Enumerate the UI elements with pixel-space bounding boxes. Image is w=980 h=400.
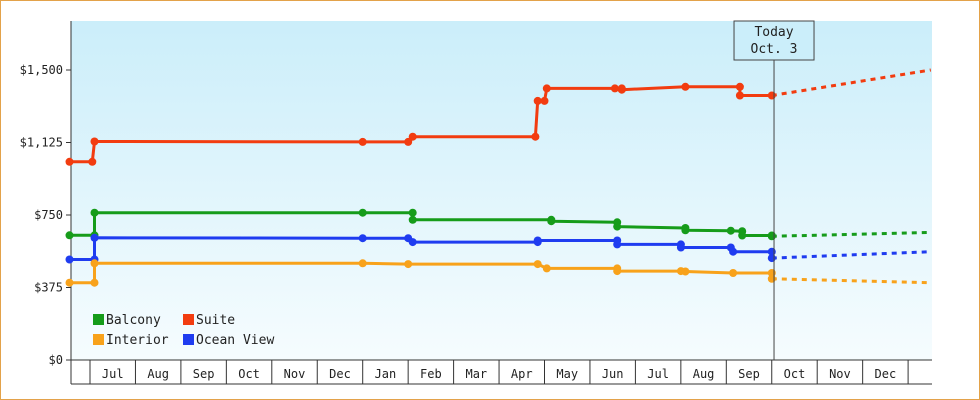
- data-point-ocean-view: [767, 254, 776, 263]
- data-point-suite: [90, 137, 99, 146]
- data-point-interior: [729, 269, 738, 277]
- data-point-balcony: [90, 208, 99, 217]
- data-point-balcony: [767, 232, 776, 241]
- x-tick-label: Apr: [511, 367, 533, 381]
- data-point-suite: [735, 91, 744, 100]
- data-point-suite: [65, 157, 74, 166]
- legend-swatch-ocean-view: [183, 334, 194, 345]
- today-marker: Today Oct. 3: [733, 20, 815, 360]
- series-projection-interior: [771, 277, 931, 285]
- data-point-balcony: [547, 217, 556, 226]
- data-point-interior: [613, 267, 622, 276]
- x-tick-label: Dec: [329, 367, 351, 381]
- data-point-ocean-view: [729, 247, 738, 256]
- data-point-balcony: [65, 231, 74, 240]
- x-tick-label: Jul: [102, 367, 124, 381]
- data-point-ocean-view: [408, 238, 417, 247]
- data-point-suite: [767, 91, 776, 100]
- data-point-balcony: [738, 231, 747, 240]
- data-point-suite: [681, 82, 690, 91]
- data-point-ocean-view: [533, 236, 542, 245]
- plot-area: [71, 21, 932, 360]
- data-point-suite: [408, 132, 417, 141]
- today-date: Oct. 3: [751, 42, 798, 57]
- today-box: [733, 20, 815, 61]
- y-tick-label: $0: [49, 353, 63, 367]
- x-tick-label: Jan: [375, 367, 397, 381]
- today-label: Today: [754, 25, 793, 40]
- data-point-ocean-view: [613, 240, 622, 249]
- x-tick-label: Dec: [875, 367, 897, 381]
- x-tick-label: Jul: [647, 367, 669, 381]
- y-tick-label: $1,500: [20, 63, 63, 77]
- data-point-suite: [617, 85, 626, 94]
- data-point-interior: [681, 267, 690, 276]
- series-balcony: [65, 208, 931, 241]
- data-point-ocean-view: [358, 234, 367, 243]
- legend-swatch-interior: [93, 334, 104, 345]
- data-point-suite: [404, 137, 413, 146]
- x-tick-label: Nov: [829, 367, 851, 381]
- y-tick-label: $750: [34, 208, 63, 222]
- x-tick-label: Sep: [738, 367, 760, 381]
- data-point-interior: [65, 278, 74, 287]
- data-point-ocean-view: [90, 233, 99, 242]
- x-tick-label: May: [556, 367, 578, 381]
- data-point-suite: [542, 84, 551, 93]
- legend-swatch-suite: [183, 314, 194, 325]
- series-line-interior: [69, 261, 774, 285]
- data-point-balcony: [726, 226, 735, 235]
- data-point-interior: [542, 264, 551, 273]
- y-tick-label: $1,125: [20, 136, 63, 150]
- data-point-interior: [767, 274, 776, 283]
- data-point-interior: [404, 260, 413, 269]
- series-ocean-view: [65, 233, 931, 264]
- data-point-ocean-view: [65, 255, 74, 264]
- data-point-suite: [540, 96, 549, 105]
- data-point-balcony: [358, 208, 367, 217]
- data-point-suite: [88, 157, 97, 166]
- data-point-suite: [735, 82, 744, 91]
- data-point-balcony: [613, 222, 622, 231]
- data-point-interior: [358, 259, 367, 268]
- x-tick-label: Sep: [193, 367, 215, 381]
- data-point-balcony: [408, 215, 417, 224]
- x-tick-label: Nov: [284, 367, 306, 381]
- legend-label-suite: Suite: [196, 313, 235, 328]
- data-point-balcony: [681, 226, 690, 235]
- series-projection-ocean-view: [771, 250, 931, 260]
- x-tick-label: Jun: [602, 367, 624, 381]
- data-point-interior: [533, 260, 542, 269]
- data-point-suite: [531, 132, 540, 141]
- data-point-interior: [90, 259, 99, 268]
- legend: Balcony Suite Interior Ocean View: [93, 313, 274, 348]
- series-projection-suite: [771, 68, 932, 97]
- x-tick-label: Aug: [147, 367, 169, 381]
- data-point-suite: [533, 96, 542, 105]
- x-tick-label: Mar: [465, 367, 487, 381]
- legend-swatch-balcony: [93, 314, 104, 325]
- x-tick-label: Oct: [784, 367, 806, 381]
- axes: $0 $375 $750 $1,125 $1,500 Jul Aug Sep Oct Nov Dec…: [20, 21, 932, 385]
- y-tick-label: $375: [34, 281, 63, 295]
- data-point-ocean-view: [676, 243, 685, 252]
- x-tick-label: Feb: [420, 367, 442, 381]
- data-point-balcony: [408, 208, 417, 217]
- x-tick-label: Oct: [238, 367, 260, 381]
- data-point-suite: [358, 137, 367, 146]
- legend-label-ocean-view: Ocean View: [196, 333, 274, 348]
- series-projection-balcony: [771, 230, 931, 238]
- legend-label-balcony: Balcony: [106, 313, 161, 328]
- x-tick-label: Aug: [693, 367, 715, 381]
- data-point-interior: [90, 278, 99, 287]
- series-interior: [65, 259, 931, 287]
- series-layer: [65, 68, 932, 287]
- legend-label-interior: Interior: [106, 333, 169, 348]
- data-point-suite: [610, 84, 619, 93]
